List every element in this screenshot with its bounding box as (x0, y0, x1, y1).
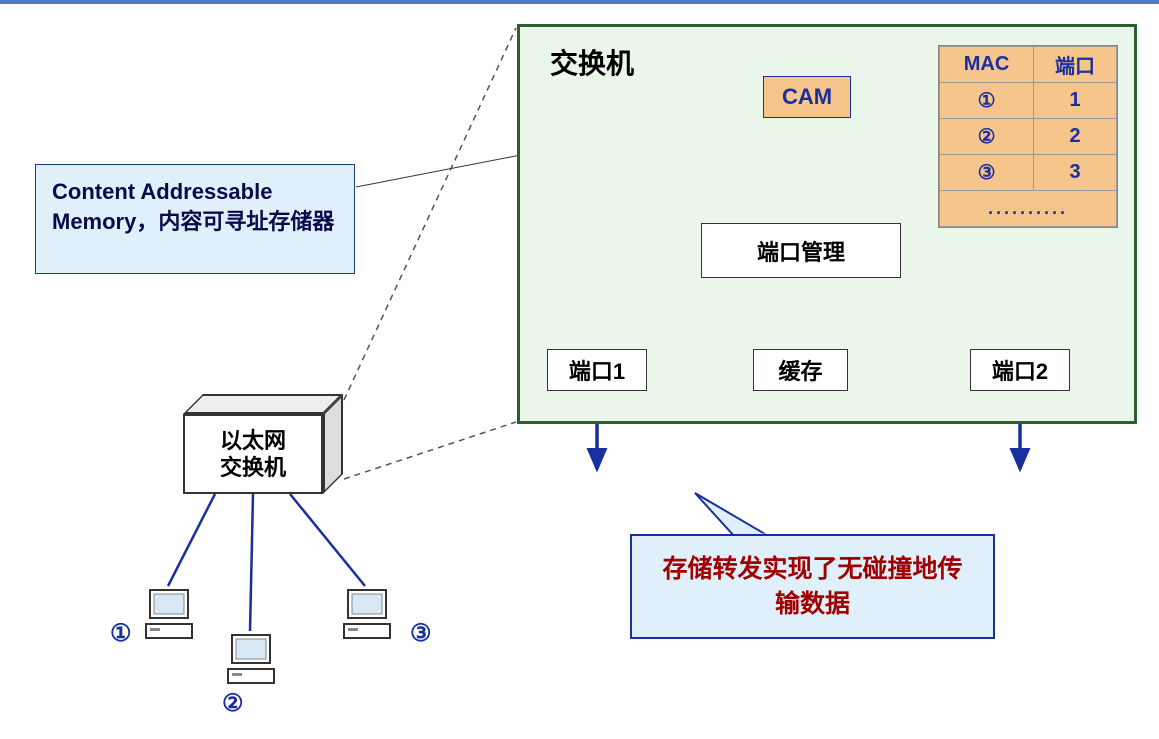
computer-label: ② (222, 689, 244, 718)
port2-box: 端口2 (970, 349, 1070, 391)
switch-front-face: 以太网交换机 (183, 414, 323, 494)
table-row: ②2 (940, 119, 1117, 155)
computer-icon (338, 584, 398, 644)
switch-top-face (183, 394, 343, 414)
cam-definition-text: Content Addressable Memory，内容可寻址存储器 (52, 179, 334, 234)
buffer-box: 缓存 (753, 349, 848, 391)
switch-panel-title: 交换机 (550, 42, 634, 82)
cam-box: CAM (763, 76, 851, 118)
mac-col-header: 端口 (1034, 47, 1117, 83)
port1-label: 端口1 (569, 354, 625, 386)
computer-label: ③ (410, 619, 432, 648)
table-cell: ② (940, 119, 1034, 155)
switch-label: 以太网交换机 (220, 427, 286, 482)
table-row: ①1 (940, 83, 1117, 119)
cam-definition-box: Content Addressable Memory，内容可寻址存储器 (35, 164, 355, 274)
table-cell: 3 (1034, 155, 1117, 191)
diagram-canvas: Content Addressable Memory，内容可寻址存储器 以太网交… (0, 4, 1159, 735)
table-cell: ① (940, 83, 1034, 119)
port2-label: 端口2 (992, 354, 1048, 386)
ethernet-switch-3d: 以太网交换机 (183, 394, 343, 494)
mac-col-header: MAC (940, 47, 1034, 83)
buffer-label: 缓存 (778, 354, 822, 386)
dots-cell: .......... (940, 191, 1117, 227)
table-cell: 1 (1034, 83, 1117, 119)
callout-text: 存储转发实现了无碰撞地传输数据 (652, 552, 973, 622)
table-cell: 2 (1034, 119, 1117, 155)
port-management-box: 端口管理 (701, 223, 901, 278)
port-mgmt-label: 端口管理 (757, 235, 845, 267)
computer-icon (222, 629, 282, 689)
callout-box: 存储转发实现了无碰撞地传输数据 (630, 534, 995, 639)
cam-label: CAM (782, 84, 832, 110)
computer-icon (140, 584, 200, 644)
table-row-dots: .......... (940, 191, 1117, 227)
table-row: ③3 (940, 155, 1117, 191)
port1-box: 端口1 (547, 349, 647, 391)
computer-label: ① (110, 619, 132, 648)
mac-port-table: MAC端口 ①1②2③3.......... (938, 45, 1118, 228)
table-cell: ③ (940, 155, 1034, 191)
